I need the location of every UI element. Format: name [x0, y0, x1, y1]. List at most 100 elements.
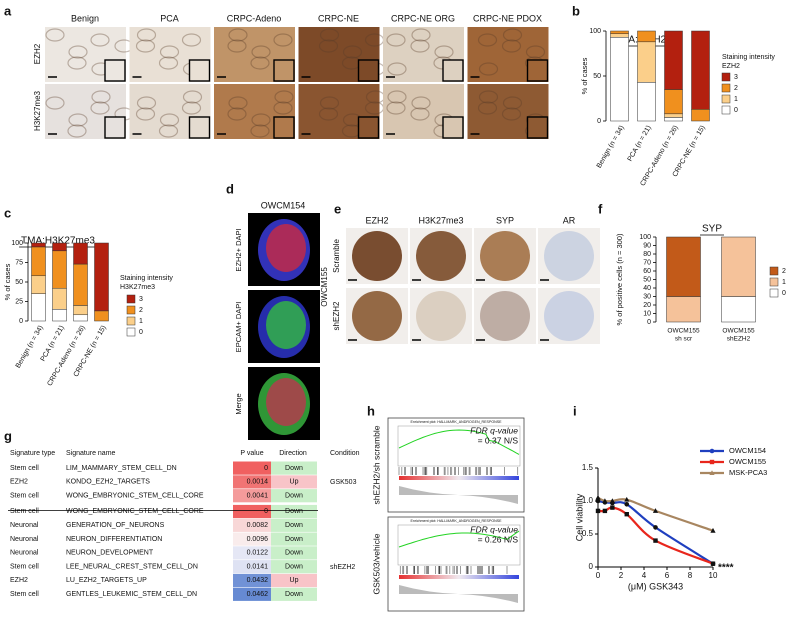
tissue-texture: [158, 124, 179, 138]
legend-label: 3: [139, 296, 143, 303]
row-label: GSK503/vehicle: [371, 533, 381, 594]
p-value-cell: [233, 587, 271, 601]
direction-cell: [271, 504, 317, 519]
data-point: [610, 505, 615, 510]
gsea-title: Enrichment plot: HALLMARK_ANDROGEN_RESPO…: [410, 420, 502, 424]
gsea-plot: [387, 516, 525, 612]
tissue-core: [480, 231, 530, 281]
table-cell: Neuronal: [10, 536, 39, 543]
column-label: AR: [563, 215, 576, 225]
y-tick-label: 40: [643, 285, 651, 292]
table-cell: Neuronal: [10, 550, 39, 557]
x-tick-label: Benign (n = 34): [15, 324, 45, 369]
bar-segment: [691, 30, 710, 110]
inset: [526, 59, 549, 82]
tissue-texture: [136, 28, 157, 42]
y-tick-label: 70: [643, 259, 651, 266]
tissue-texture: [387, 90, 407, 104]
p-value-cell: [233, 504, 271, 519]
inset: [357, 59, 380, 82]
legend-label: 3: [734, 74, 738, 81]
tissue-texture: [91, 90, 111, 104]
inset: [104, 59, 126, 82]
direction-cell: [271, 546, 317, 560]
data-point: [624, 502, 630, 507]
inset: [357, 116, 380, 139]
panel-letter: a: [4, 3, 12, 18]
tissue-texture: [318, 107, 339, 121]
table-cell: Neuronal: [10, 522, 39, 529]
table-cell: Down: [285, 508, 303, 515]
tissue-texture: [159, 113, 180, 127]
tissue-texture: [273, 101, 293, 115]
tissue-texture: [227, 107, 247, 121]
tissue-texture: [227, 39, 247, 53]
bar-segment: [666, 296, 701, 323]
table-cell: Down: [285, 465, 303, 472]
tissue-core: [352, 291, 402, 341]
legend-swatch: [769, 266, 779, 276]
x-tick-label: 10: [709, 571, 718, 580]
tissue-texture: [525, 45, 546, 59]
panel-letter: f: [598, 201, 603, 216]
table-cell: LIM_MAMMARY_STEM_CELL_DN: [66, 465, 177, 472]
row-label: Scramble: [332, 239, 341, 273]
bar-segment: [52, 250, 67, 289]
table-cell: LEE_NEURAL_CREST_STEM_CELL_DN: [66, 563, 198, 570]
panel-letter: g: [4, 428, 12, 443]
table-cell: Stem cell: [10, 591, 39, 598]
table-cell: Down: [285, 492, 303, 499]
bar-segment: [637, 41, 656, 83]
legend-swatch: [721, 105, 731, 115]
legend-swatch: [126, 327, 136, 337]
bar-segment: [94, 310, 109, 322]
inset: [273, 116, 295, 139]
x-tick-label: 0: [596, 571, 601, 580]
y-tick-label: 100: [11, 240, 23, 247]
y-tick-label: 80: [643, 251, 651, 258]
tissue-texture: [502, 28, 523, 42]
table-cell: 0: [264, 465, 268, 472]
legend-label: 2: [734, 85, 738, 92]
legend-label: OWCM155: [729, 457, 766, 466]
data-point: [609, 498, 615, 503]
rank-bar: [399, 575, 519, 579]
table-cell: EZH2: [10, 577, 28, 584]
es-frame: [397, 524, 521, 566]
column-label: CRPC-NE PDOX: [473, 13, 542, 23]
bar-segment: [73, 263, 88, 306]
p-value-cell: [233, 518, 271, 532]
tissue-texture: [228, 96, 248, 110]
panel-letter: d: [226, 181, 234, 196]
table-cell: Down: [285, 563, 303, 570]
legend-label: 0: [782, 290, 786, 297]
legend-label: 0: [139, 329, 143, 336]
x-tick-label: PCA (n = 21): [627, 124, 653, 162]
legend-label: 1: [139, 318, 143, 325]
bar-segment: [637, 82, 656, 122]
x-tick-label: sh scr: [675, 336, 693, 343]
legend-swatch: [126, 294, 136, 304]
tissue-core: [416, 231, 466, 281]
tissue-texture: [411, 28, 431, 42]
chart-title: SYP: [702, 224, 722, 235]
bar-segment: [721, 236, 756, 297]
table-header: P value: [240, 450, 263, 457]
legend-marker: [709, 470, 715, 475]
table-cell: 0.0122: [247, 550, 269, 557]
table-cell: 0: [264, 508, 268, 515]
legend-swatch: [769, 288, 779, 298]
tissue-texture: [182, 90, 203, 104]
tissue: [266, 301, 306, 349]
y-tick-label: 50: [643, 276, 651, 283]
tissue-texture: [45, 28, 65, 42]
table-cell: 0.0014: [247, 479, 269, 486]
data-point: [602, 498, 608, 503]
row-label: H3K27me3: [33, 90, 42, 131]
x-tick-label: Benign (n = 34): [596, 124, 626, 169]
x-tick-label: 8: [688, 571, 693, 580]
legend-label: MSK-PCA3: [729, 468, 767, 477]
table-header: Direction: [279, 450, 307, 457]
y-axis-label: Cell viability: [574, 493, 584, 541]
